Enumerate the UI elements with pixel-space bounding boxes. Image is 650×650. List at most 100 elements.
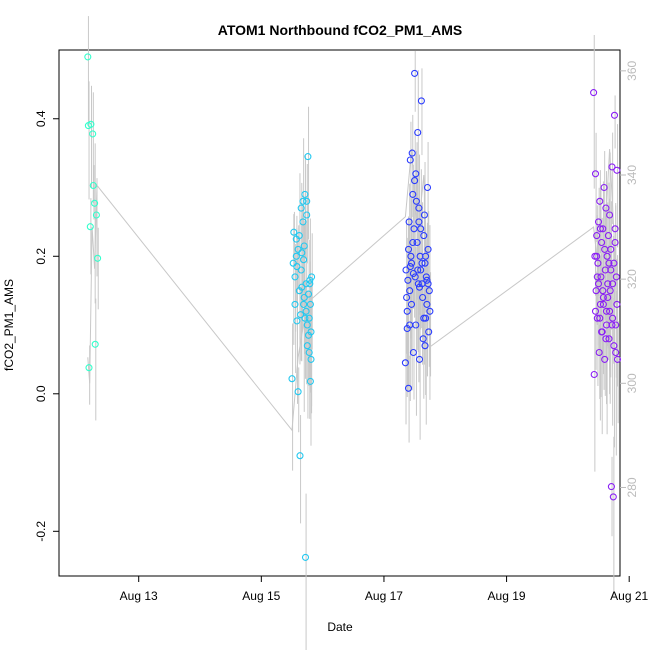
data-point-cluster3 [412,170,420,178]
data-point-cluster3 [422,252,430,260]
data-point-cluster4 [598,238,606,247]
data-point-cluster3 [415,204,423,212]
data-point-cluster4 [593,273,601,281]
data-point-cluster3 [425,287,433,295]
data-point-cluster4 [594,259,602,267]
data-point-cluster3 [425,328,433,336]
data-point-cluster2 [291,273,299,281]
data-point-cluster2 [300,256,308,264]
data-point-cluster4 [610,111,619,119]
scatter-points-layer [84,53,622,561]
data-point-cluster2 [299,218,307,226]
data-point-cluster2 [302,280,310,288]
data-point-cluster2 [297,311,305,319]
data-point-cluster4 [590,89,598,97]
data-point-cluster4 [606,307,614,315]
data-point-cluster4 [601,355,609,363]
data-point-cluster3 [406,156,414,164]
data-point-cluster4 [610,259,618,267]
y2-tick-label: 300 [625,373,639,393]
y2-tick-label: 360 [625,60,639,80]
data-point-cluster4 [604,293,612,302]
data-point-cluster2 [306,377,314,385]
data-point-cluster4 [603,252,611,260]
data-point-cluster3 [414,280,422,288]
data-point-cluster3 [411,69,419,77]
data-point-cluster4 [606,287,614,295]
data-point-cluster2 [291,300,299,308]
data-point-cluster2 [296,452,304,460]
data-point-cluster4 [594,280,603,288]
data-point-cluster4 [607,266,615,274]
data-point-cluster3 [417,266,425,274]
data-point-cluster3 [410,225,418,233]
data-point-cluster4 [602,321,611,329]
data-point-cluster4 [593,314,601,322]
data-point-cluster3 [420,211,428,219]
data-point-cluster4 [609,493,617,501]
y-tick-label: 0.2 [34,248,48,265]
data-point-cluster4 [605,335,613,343]
data-point-cluster4 [604,280,612,288]
y-tick-label: 0.0 [34,385,48,402]
data-point-cluster4 [604,232,612,240]
data-point-cluster1 [91,340,99,348]
data-point-cluster3 [406,287,414,295]
x-tick-label: Aug 19 [488,589,526,603]
data-point-cluster3 [408,149,416,157]
data-point-cluster3 [413,238,421,247]
data-point-cluster3 [407,259,416,267]
x-tick-label: Aug 15 [242,589,280,603]
data-point-cluster2 [297,266,305,274]
data-point-cluster4 [612,273,620,281]
data-point-cluster3 [404,276,412,284]
data-point-cluster3 [419,293,427,302]
data-point-cluster2 [302,307,310,315]
secondary-line-layer [87,16,619,650]
data-point-cluster3 [405,218,413,226]
data-point-cluster1 [92,211,100,219]
data-point-cluster3 [406,263,414,271]
data-point-cluster3 [409,269,417,278]
data-point-cluster1 [84,53,92,61]
data-point-cluster2 [301,553,310,561]
data-point-cluster1 [89,130,97,138]
data-point-cluster3 [424,280,432,288]
data-point-cluster3 [420,232,428,240]
data-point-cluster4 [613,355,622,363]
data-point-cluster4 [612,348,620,357]
data-point-cluster2 [298,249,306,257]
data-point-cluster4 [609,314,617,322]
data-point-cluster3 [417,225,425,233]
data-point-cluster3 [418,259,426,267]
data-point-cluster4 [597,273,605,281]
data-point-cluster3 [426,307,434,315]
data-point-cluster3 [414,266,422,274]
data-point-cluster3 [420,314,428,322]
data-point-cluster4 [599,300,607,308]
data-point-cluster2 [292,252,300,260]
data-point-cluster2 [300,300,308,308]
data-point-cluster4 [592,287,600,295]
data-point-cluster4 [609,280,617,288]
x-axis-label: Date [327,620,353,634]
data-point-cluster3 [423,276,431,284]
data-point-cluster4 [595,348,603,357]
data-point-cluster3 [411,273,419,281]
data-point-cluster3 [421,259,429,267]
data-point-cluster4 [608,163,616,171]
data-point-cluster2 [306,300,314,308]
data-point-cluster2 [303,211,311,219]
data-point-cluster3 [415,283,424,291]
data-point-cluster4 [599,287,607,295]
data-point-cluster4 [598,328,606,336]
data-point-cluster2 [305,348,313,357]
data-point-cluster3 [424,245,432,253]
x-tick-label: Aug 13 [120,589,158,603]
x-tick-label: Aug 21 [610,589,648,603]
y2-tick-label: 340 [625,165,639,185]
data-point-cluster4 [600,183,608,192]
data-point-cluster2 [307,328,315,336]
data-point-cluster3 [407,252,415,260]
data-point-cluster4 [596,300,604,308]
